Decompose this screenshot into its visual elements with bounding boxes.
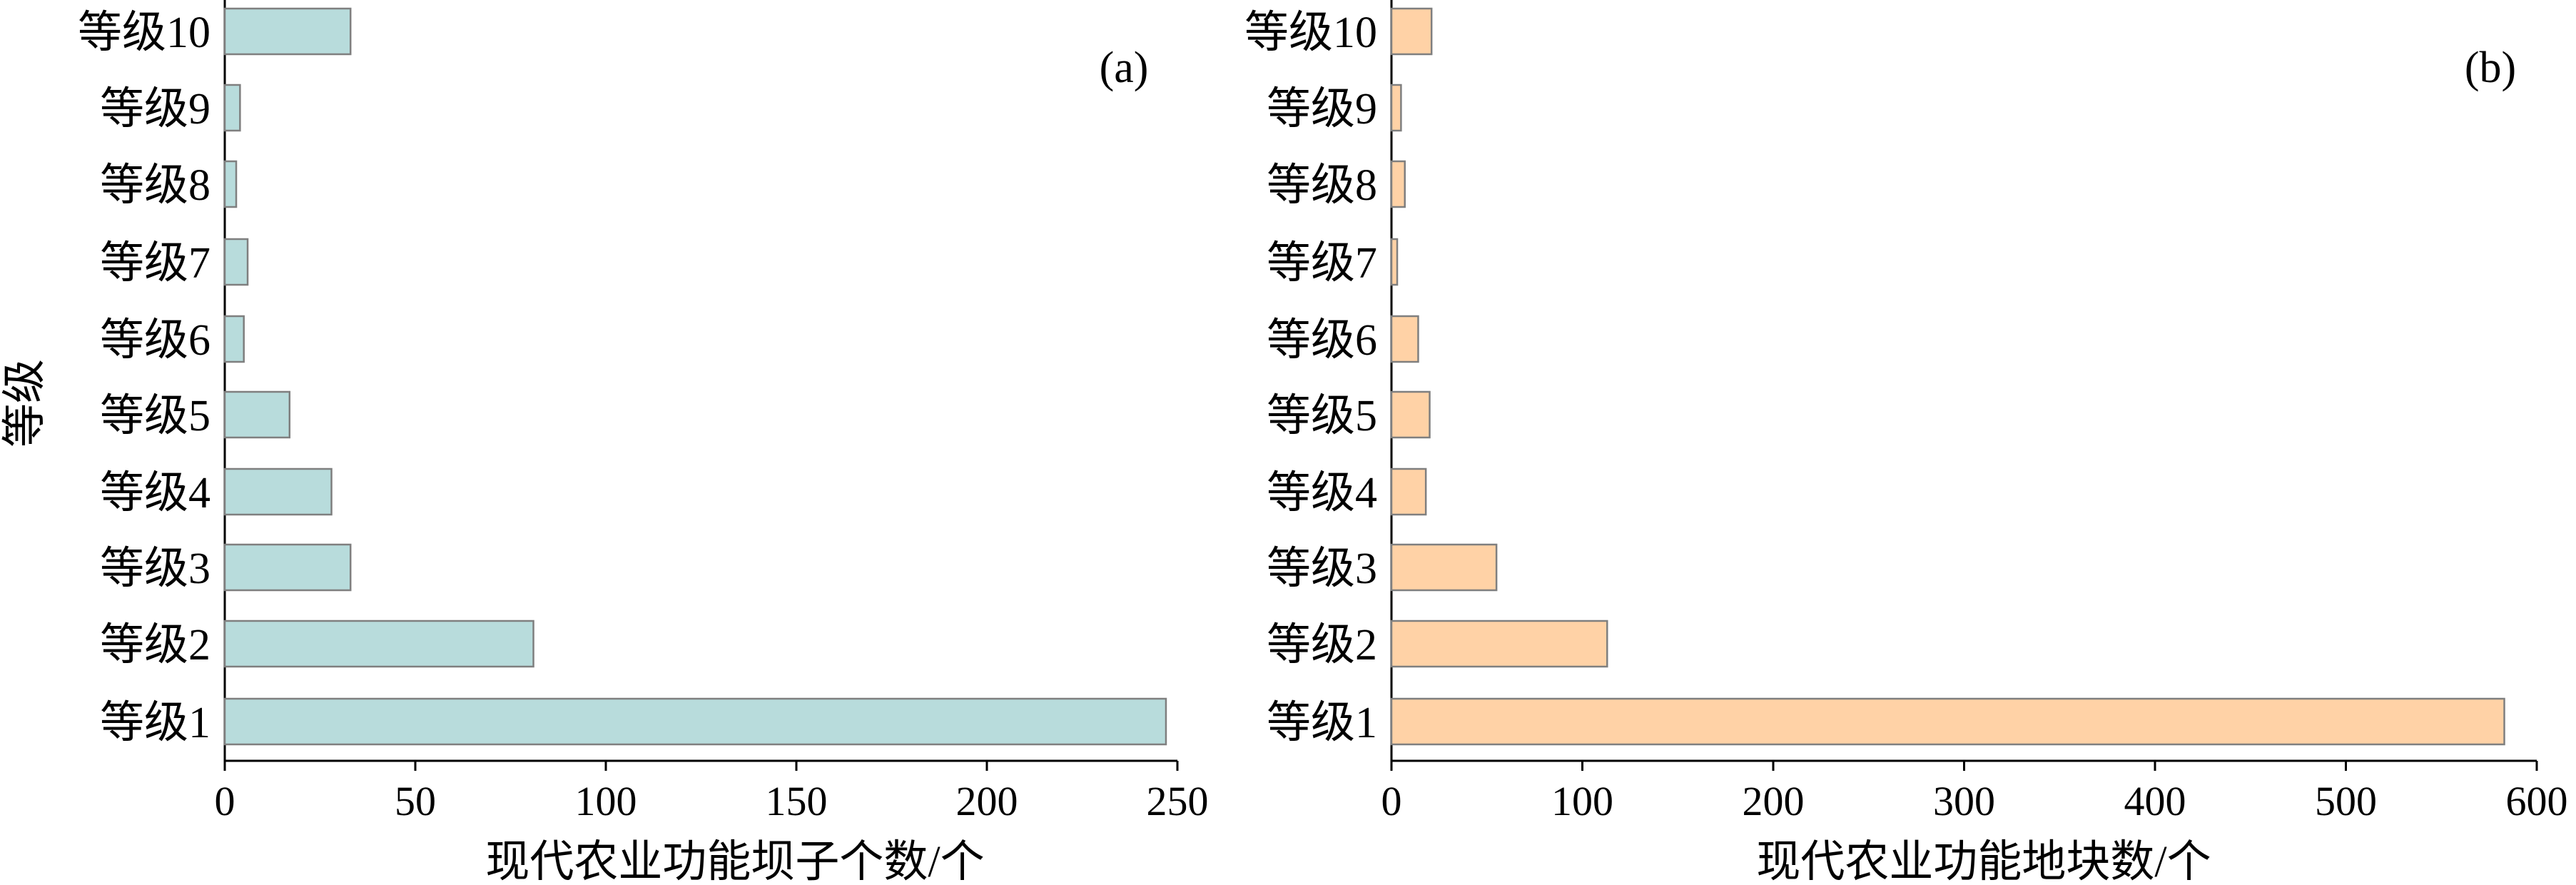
category-label: 等级7 [1267,239,1377,288]
bar [1390,467,1427,516]
category-label: 等级7 [100,239,211,288]
bar [223,697,1167,746]
x-axis-title: 现代农业功能地块数/个 [1756,838,2211,885]
x-tick-label: 100 [575,778,637,824]
x-tick-label: 100 [1551,778,1613,824]
x-tick-label: 200 [956,778,1018,824]
category-label: 等级2 [100,621,211,669]
bar [1390,7,1433,56]
category-label: 等级1 [100,699,211,747]
category-label: 等级4 [100,469,211,517]
x-tick-label: 300 [1933,778,1995,824]
panel-a-chart: 0 50 100 150 200 250 等级1 等级2 等级3 等级4 等级5 等级6 等级7 等级8 等… [1,0,1209,885]
panel-label: (a) [1100,44,1149,92]
bar [223,467,333,516]
category-label: 等级9 [1267,85,1377,133]
category-label: 等级10 [78,9,211,57]
x-tick-label: 250 [1147,778,1209,824]
x-tick-label: 400 [2124,778,2186,824]
category-label: 等级6 [1267,316,1377,365]
x-axis-title: 现代农业功能坝子个数/个 [485,838,984,885]
bar [1390,315,1419,363]
category-label: 等级8 [100,161,211,210]
category-label: 等级9 [100,85,211,133]
bar [223,620,534,668]
bar [1390,238,1399,286]
bar [223,160,238,208]
y-axis-title: 等级 [1,359,49,447]
category-label: 等级3 [100,545,211,593]
category-label: 等级3 [1267,545,1377,593]
bar [1390,697,2505,746]
bar [1390,543,1498,592]
x-tick-label: 200 [1743,778,1805,824]
x-tick-label: 50 [395,778,436,824]
bar [223,543,352,592]
bar [223,390,291,439]
category-label: 等级2 [1267,621,1377,669]
category-label: 等级8 [1267,161,1377,210]
bar [223,84,241,132]
bar [1390,620,1608,668]
category-label: 等级10 [1244,9,1377,57]
category-label: 等级4 [1267,469,1377,517]
x-tick-label: 600 [2506,778,2568,824]
bar [223,238,249,286]
bar [1390,160,1406,208]
panel-label: (b) [2465,44,2516,92]
category-label: 等级6 [100,316,211,365]
bar [1390,390,1431,439]
category-label: 等级5 [100,392,211,440]
panel-b-chart: 0 100 200 300 400 500 600 等级1 等级2 等级3 等级4 等级5 等级6 等级7… [1244,0,2568,885]
category-label: 等级5 [1267,392,1377,440]
x-tick-label: 500 [2315,778,2377,824]
bar [223,7,352,56]
bar [223,315,245,363]
x-tick-label: 0 [215,778,235,824]
bar [1390,84,1402,132]
category-label: 等级1 [1267,699,1377,747]
x-tick-label: 150 [766,778,828,824]
x-tick-label: 0 [1381,778,1402,824]
